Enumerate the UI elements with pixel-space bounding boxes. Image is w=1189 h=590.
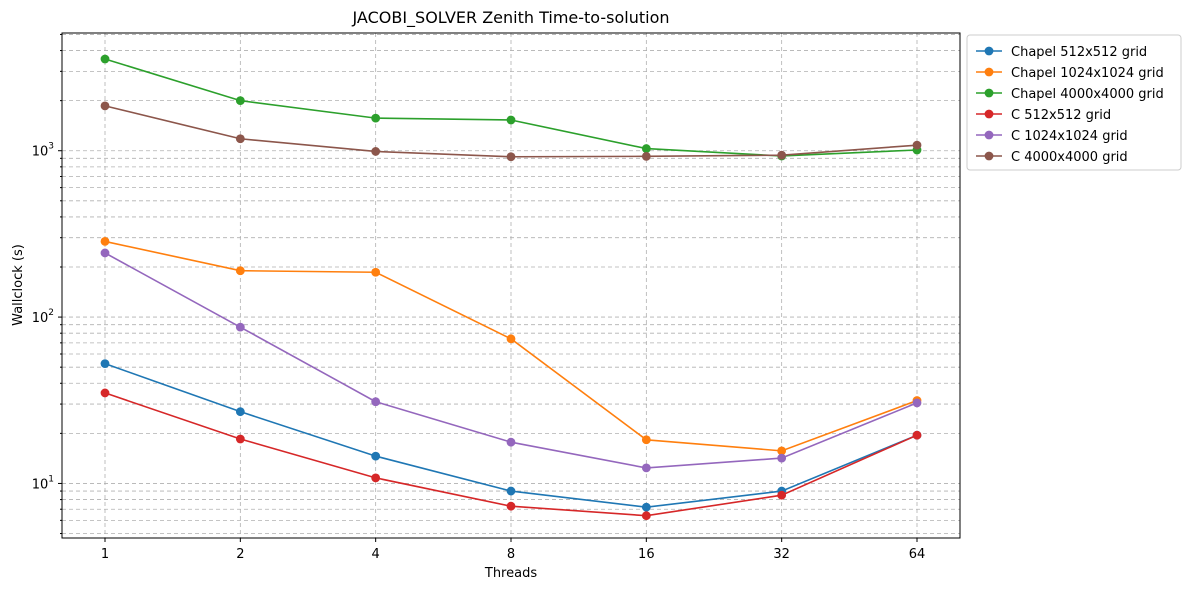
- legend-label: C 1024x1024 grid: [1011, 129, 1128, 144]
- data-point: [912, 398, 922, 408]
- data-point: [371, 113, 381, 123]
- x-tick-label: 2: [236, 547, 244, 562]
- data-point: [641, 144, 651, 153]
- legend-swatch-marker: [984, 109, 994, 119]
- y-tick-label: 103: [32, 142, 54, 160]
- legend-label: C 512x512 grid: [1011, 108, 1111, 123]
- series: [100, 388, 922, 521]
- data-point: [641, 502, 651, 512]
- legend-label: Chapel 1024x1024 grid: [1011, 66, 1164, 81]
- chart-title: JACOBI_SOLVER Zenith Time-to-solution: [351, 8, 669, 28]
- data-point: [371, 451, 381, 461]
- x-tick-label: 8: [507, 547, 515, 562]
- data-point: [371, 397, 381, 407]
- data-point: [100, 237, 110, 246]
- data-point: [100, 248, 110, 258]
- data-point: [235, 266, 245, 276]
- x-tick-label: 32: [773, 547, 790, 562]
- legend-entry: C 512x512 grid: [976, 108, 1111, 123]
- series: [100, 248, 922, 473]
- data-point: [912, 140, 922, 150]
- legend-entry: Chapel 1024x1024 grid: [976, 66, 1164, 81]
- legend-swatch-marker: [984, 46, 994, 56]
- legend-entry: C 1024x1024 grid: [976, 129, 1128, 144]
- data-point: [641, 463, 651, 473]
- data-point: [777, 490, 787, 500]
- data-point: [235, 96, 245, 106]
- data-point: [641, 435, 651, 445]
- legend-label: Chapel 4000x4000 grid: [1011, 87, 1164, 102]
- data-point: [506, 486, 516, 496]
- data-point: [777, 150, 787, 160]
- x-tick-label: 64: [909, 547, 926, 562]
- data-point: [777, 446, 787, 456]
- legend-swatch-marker: [984, 67, 994, 77]
- data-point: [235, 434, 245, 444]
- data-point: [100, 359, 110, 369]
- y-axis-label: Wallclock (s): [11, 244, 26, 326]
- legend: Chapel 512x512 grid Chapel 1024x1024 grid…: [966, 34, 1182, 171]
- legend-swatch-marker: [984, 151, 994, 161]
- data-point: [100, 101, 110, 111]
- data-point: [506, 501, 516, 511]
- data-point: [912, 430, 922, 440]
- data-point: [235, 407, 245, 417]
- data-point: [235, 134, 245, 144]
- data-point: [506, 152, 516, 162]
- legend-entry: C 4000x4000 grid: [976, 150, 1128, 165]
- y-tick-label: 101: [32, 474, 54, 492]
- data-point: [371, 267, 381, 277]
- data-point: [371, 147, 381, 156]
- x-tick-label: 1: [101, 547, 109, 562]
- axes: 1 2 4 8 16 32 64 101 102 103: [32, 33, 926, 562]
- legend-swatch-marker: [984, 130, 994, 140]
- data-point: [777, 453, 787, 463]
- data-point: [506, 115, 516, 125]
- legend-swatch-marker: [984, 88, 994, 98]
- data-point: [641, 511, 651, 521]
- data-point: [100, 388, 110, 398]
- legend-box: [966, 34, 1182, 171]
- data-point: [506, 437, 516, 447]
- data-point: [641, 151, 651, 161]
- data-point: [100, 54, 110, 64]
- legend-label: Chapel 512x512 grid: [1011, 45, 1147, 60]
- data-point: [235, 322, 245, 332]
- y-tick-label: 102: [32, 308, 54, 326]
- legend-entry: Chapel 4000x4000 grid: [976, 87, 1164, 102]
- data-point: [506, 334, 516, 344]
- series: [100, 237, 922, 456]
- series-group: [100, 54, 922, 521]
- x-tick-label: 4: [372, 547, 380, 562]
- x-tick-label: 16: [638, 547, 655, 562]
- series: [100, 101, 922, 162]
- x-axis-label: Threads: [484, 566, 537, 581]
- legend-entry: Chapel 512x512 grid: [976, 45, 1147, 60]
- data-point: [371, 473, 381, 483]
- legend-label: C 4000x4000 grid: [1011, 150, 1128, 165]
